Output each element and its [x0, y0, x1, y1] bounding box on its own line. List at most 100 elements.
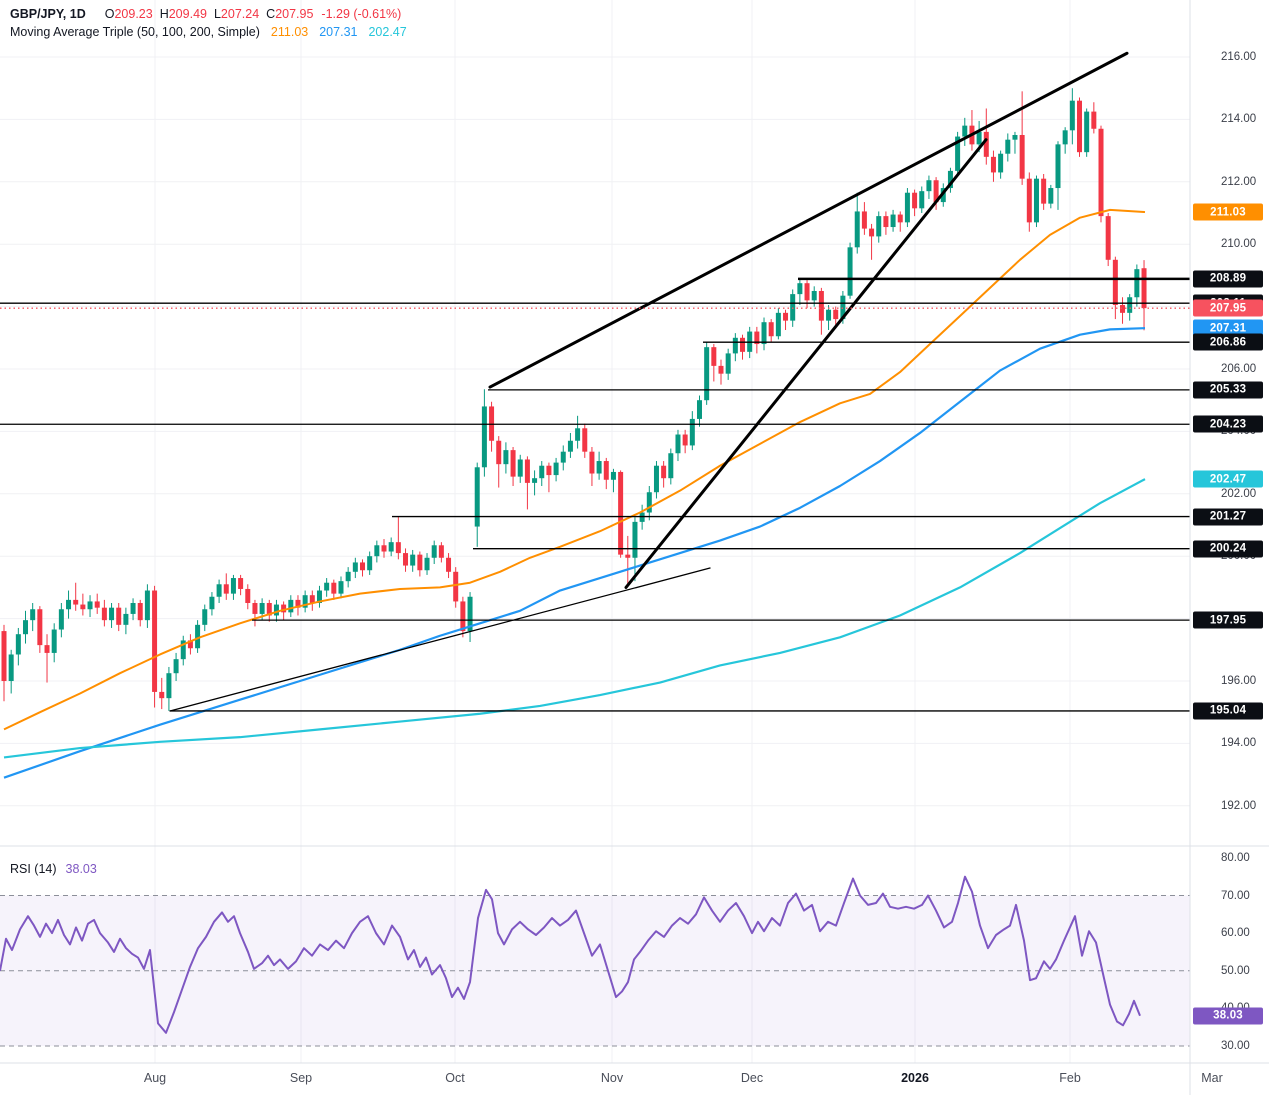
candle: [818, 287, 824, 335]
candle-body: [926, 180, 932, 192]
price-axis[interactable]: [1190, 0, 1269, 1063]
candle-body: [1112, 259, 1118, 306]
candle: [1062, 127, 1068, 154]
candle: [352, 557, 358, 579]
candle: [388, 537, 394, 557]
candle: [919, 186, 925, 213]
candle-body: [668, 453, 674, 479]
candle-body: [567, 440, 573, 452]
candle-body: [933, 180, 939, 203]
candle: [30, 603, 36, 632]
candle: [826, 305, 832, 330]
candle-body: [424, 557, 430, 571]
candle: [725, 348, 731, 380]
candle-body: [116, 607, 122, 625]
candle: [395, 516, 401, 560]
rsi-value: 38.03: [65, 862, 97, 876]
candle-body: [1048, 188, 1054, 204]
candle-body: [775, 312, 781, 337]
open-value: 209.23: [114, 7, 153, 21]
candle-body: [316, 590, 322, 603]
ma50-line: [3, 208, 1146, 731]
candle: [223, 573, 229, 600]
candle: [618, 470, 624, 558]
candle-body: [1084, 111, 1090, 153]
candle-body: [904, 192, 910, 223]
candle-body: [245, 588, 251, 603]
candle-body: [532, 478, 538, 483]
candle-body: [675, 434, 681, 454]
candle: [517, 454, 523, 483]
candle: [431, 540, 437, 564]
candle-body: [109, 607, 115, 621]
candle-body: [560, 451, 566, 463]
candle-body: [374, 545, 380, 557]
candle: [503, 442, 509, 474]
candle: [288, 595, 294, 618]
rsi-indicator-legend-row[interactable]: RSI (14) 38.03: [10, 862, 97, 876]
ma200-value: 202.47: [368, 25, 407, 39]
candle-body: [618, 471, 624, 555]
candle-body: [467, 596, 473, 632]
candle: [653, 461, 659, 499]
candle: [446, 553, 452, 579]
candle-body: [259, 603, 265, 614]
candle-body: [460, 601, 466, 632]
candle-body: [589, 451, 595, 474]
ma-indicator-legend-row[interactable]: Moving Average Triple (50, 100, 200, Sim…: [10, 25, 407, 39]
candle: [890, 209, 896, 232]
candle-body: [711, 347, 717, 366]
symbol-legend-row[interactable]: GBP/JPY, 1D O209.23 H209.49 L207.24 C207.95-…: [10, 7, 401, 21]
candle: [123, 607, 129, 635]
candle: [783, 309, 789, 330]
candle: [159, 677, 165, 710]
time-axis[interactable]: [0, 1063, 1269, 1095]
candle: [740, 334, 746, 360]
candle-body: [410, 554, 416, 566]
candle: [1127, 294, 1133, 321]
candle: [524, 456, 530, 510]
high-label: H: [159, 7, 169, 21]
candle: [983, 108, 989, 165]
candle: [854, 192, 860, 254]
candle: [926, 175, 932, 199]
candle: [381, 539, 387, 558]
close-label: C: [266, 7, 276, 21]
candle: [589, 447, 595, 486]
ma-indicator-label: Moving Average Triple (50, 100, 200, Sim…: [10, 25, 260, 39]
candle-body: [653, 465, 659, 493]
candle: [166, 666, 172, 711]
candle-body: [144, 590, 150, 621]
steep-trendline: [624, 138, 988, 589]
candle: [990, 150, 996, 182]
candle-body: [876, 216, 882, 237]
candle: [847, 242, 853, 299]
candle-body: [510, 450, 516, 477]
candle-body: [983, 131, 989, 157]
candle-body: [51, 629, 57, 653]
candle: [1084, 108, 1090, 157]
candle-body: [582, 428, 588, 452]
candle: [718, 359, 724, 385]
candle: [754, 326, 760, 354]
candle: [324, 578, 330, 597]
candle-body: [761, 322, 767, 345]
minor-trendline: [169, 567, 711, 712]
candle: [1026, 172, 1032, 232]
candle-body: [919, 191, 925, 209]
candle-body: [1005, 139, 1011, 154]
candle-body: [137, 603, 143, 621]
low-label: L: [213, 7, 221, 21]
candle: [510, 447, 516, 486]
candle-body: [732, 337, 738, 354]
candle: [546, 462, 552, 493]
candle-body: [1026, 178, 1032, 223]
candle: [438, 542, 444, 563]
candle: [481, 389, 487, 477]
candle: [80, 593, 86, 616]
candle: [661, 461, 667, 488]
candle-body: [696, 400, 702, 419]
candle: [474, 462, 480, 547]
candle: [1077, 97, 1082, 157]
